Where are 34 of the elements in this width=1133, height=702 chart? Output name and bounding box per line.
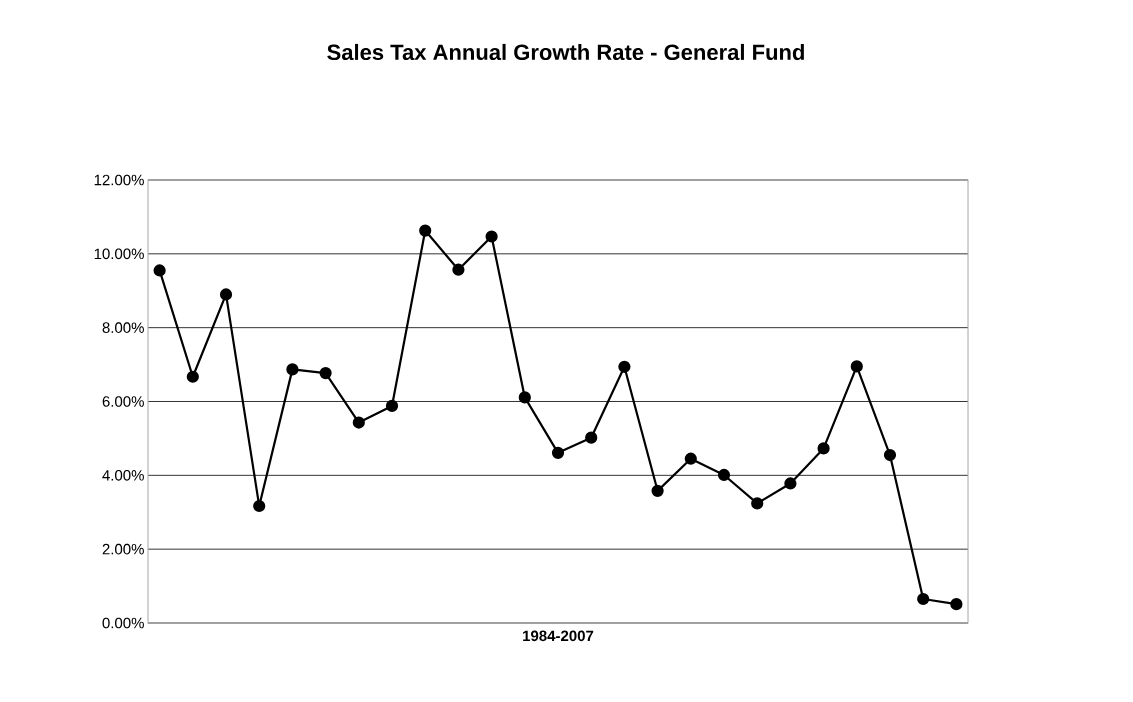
point bbox=[352, 416, 365, 429]
y-tick-label: 8.00% bbox=[102, 322, 144, 333]
point bbox=[153, 264, 166, 277]
point bbox=[917, 592, 930, 606]
point bbox=[651, 484, 664, 497]
point bbox=[419, 224, 432, 237]
x-axis-title: 1984-2007 bbox=[523, 630, 594, 642]
y-tick-label: 4.00% bbox=[102, 470, 144, 481]
point bbox=[253, 499, 266, 513]
point bbox=[186, 370, 199, 383]
point bbox=[551, 446, 565, 459]
point bbox=[817, 442, 830, 455]
point bbox=[585, 431, 598, 444]
point bbox=[850, 360, 863, 373]
chart-title: Sales Tax Annual Growth Rate - General Fund bbox=[327, 43, 804, 61]
point bbox=[219, 288, 233, 301]
y-tick-label: 2.00% bbox=[102, 543, 144, 555]
point bbox=[950, 598, 963, 611]
y-tick-label: 12.00% bbox=[94, 174, 144, 186]
point bbox=[518, 391, 531, 404]
point bbox=[485, 230, 498, 243]
point bbox=[319, 366, 332, 380]
y-tick-label: 10.00% bbox=[94, 248, 144, 260]
point bbox=[452, 263, 465, 276]
point bbox=[618, 360, 631, 373]
point bbox=[684, 452, 697, 465]
y-tick-label: 6.00% bbox=[102, 396, 144, 407]
y-tick-label: 0.00% bbox=[102, 617, 144, 629]
point bbox=[717, 468, 731, 482]
point bbox=[784, 477, 797, 490]
point bbox=[286, 363, 299, 376]
point bbox=[385, 399, 399, 413]
point bbox=[751, 497, 764, 510]
point bbox=[883, 448, 897, 462]
